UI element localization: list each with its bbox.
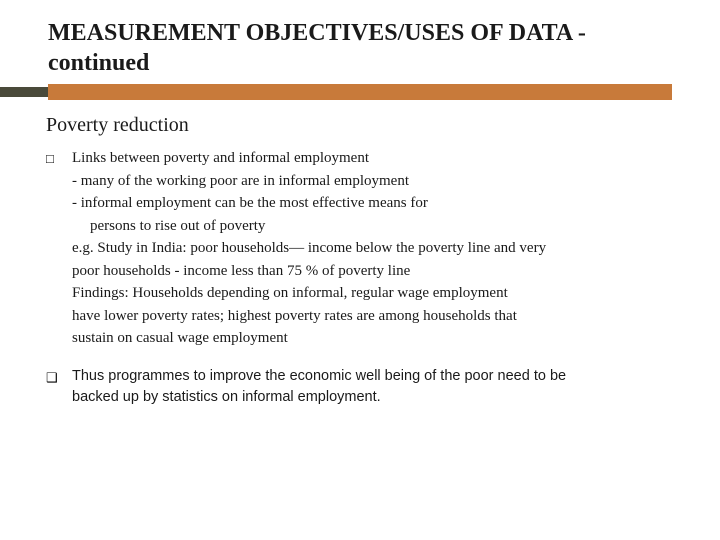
b1-line9: sustain on casual wage employment [72, 327, 672, 350]
b1-line7: Findings: Households depending on inform… [72, 282, 672, 305]
accent-bar [0, 84, 720, 100]
bullet-1-content: Links between poverty and informal emplo… [72, 147, 672, 350]
b1-line8: have lower poverty rates; highest povert… [72, 305, 672, 328]
open-square-icon: □ [46, 147, 58, 350]
b1-line2: - many of the working poor are in inform… [72, 170, 672, 193]
b2-line1: Thus programmes to improve the economic … [72, 366, 672, 388]
subheading: Poverty reduction [46, 114, 672, 137]
b1-line5: e.g. Study in India: poor households— in… [72, 237, 672, 260]
accent-orange-segment [48, 84, 672, 100]
b2-line2: backed up by statistics on informal empl… [72, 387, 672, 409]
slide-container: MEASUREMENT OBJECTIVES/USES OF DATA - co… [0, 0, 720, 445]
b1-line3: - informal employment can be the most ef… [72, 192, 672, 215]
bullet-2-content: Thus programmes to improve the economic … [72, 366, 672, 410]
b1-line4: persons to rise out of poverty [72, 215, 672, 238]
bullet-1: □ Links between poverty and informal emp… [46, 147, 672, 350]
b1-line6: poor households - income less than 75 % … [72, 260, 672, 283]
b1-line1: Links between poverty and informal emplo… [72, 147, 672, 170]
bullet-2: ❑ Thus programmes to improve the economi… [46, 366, 672, 410]
filled-square-icon: ❑ [46, 366, 58, 410]
accent-dark-segment [0, 87, 48, 97]
slide-title: MEASUREMENT OBJECTIVES/USES OF DATA - co… [48, 18, 672, 78]
